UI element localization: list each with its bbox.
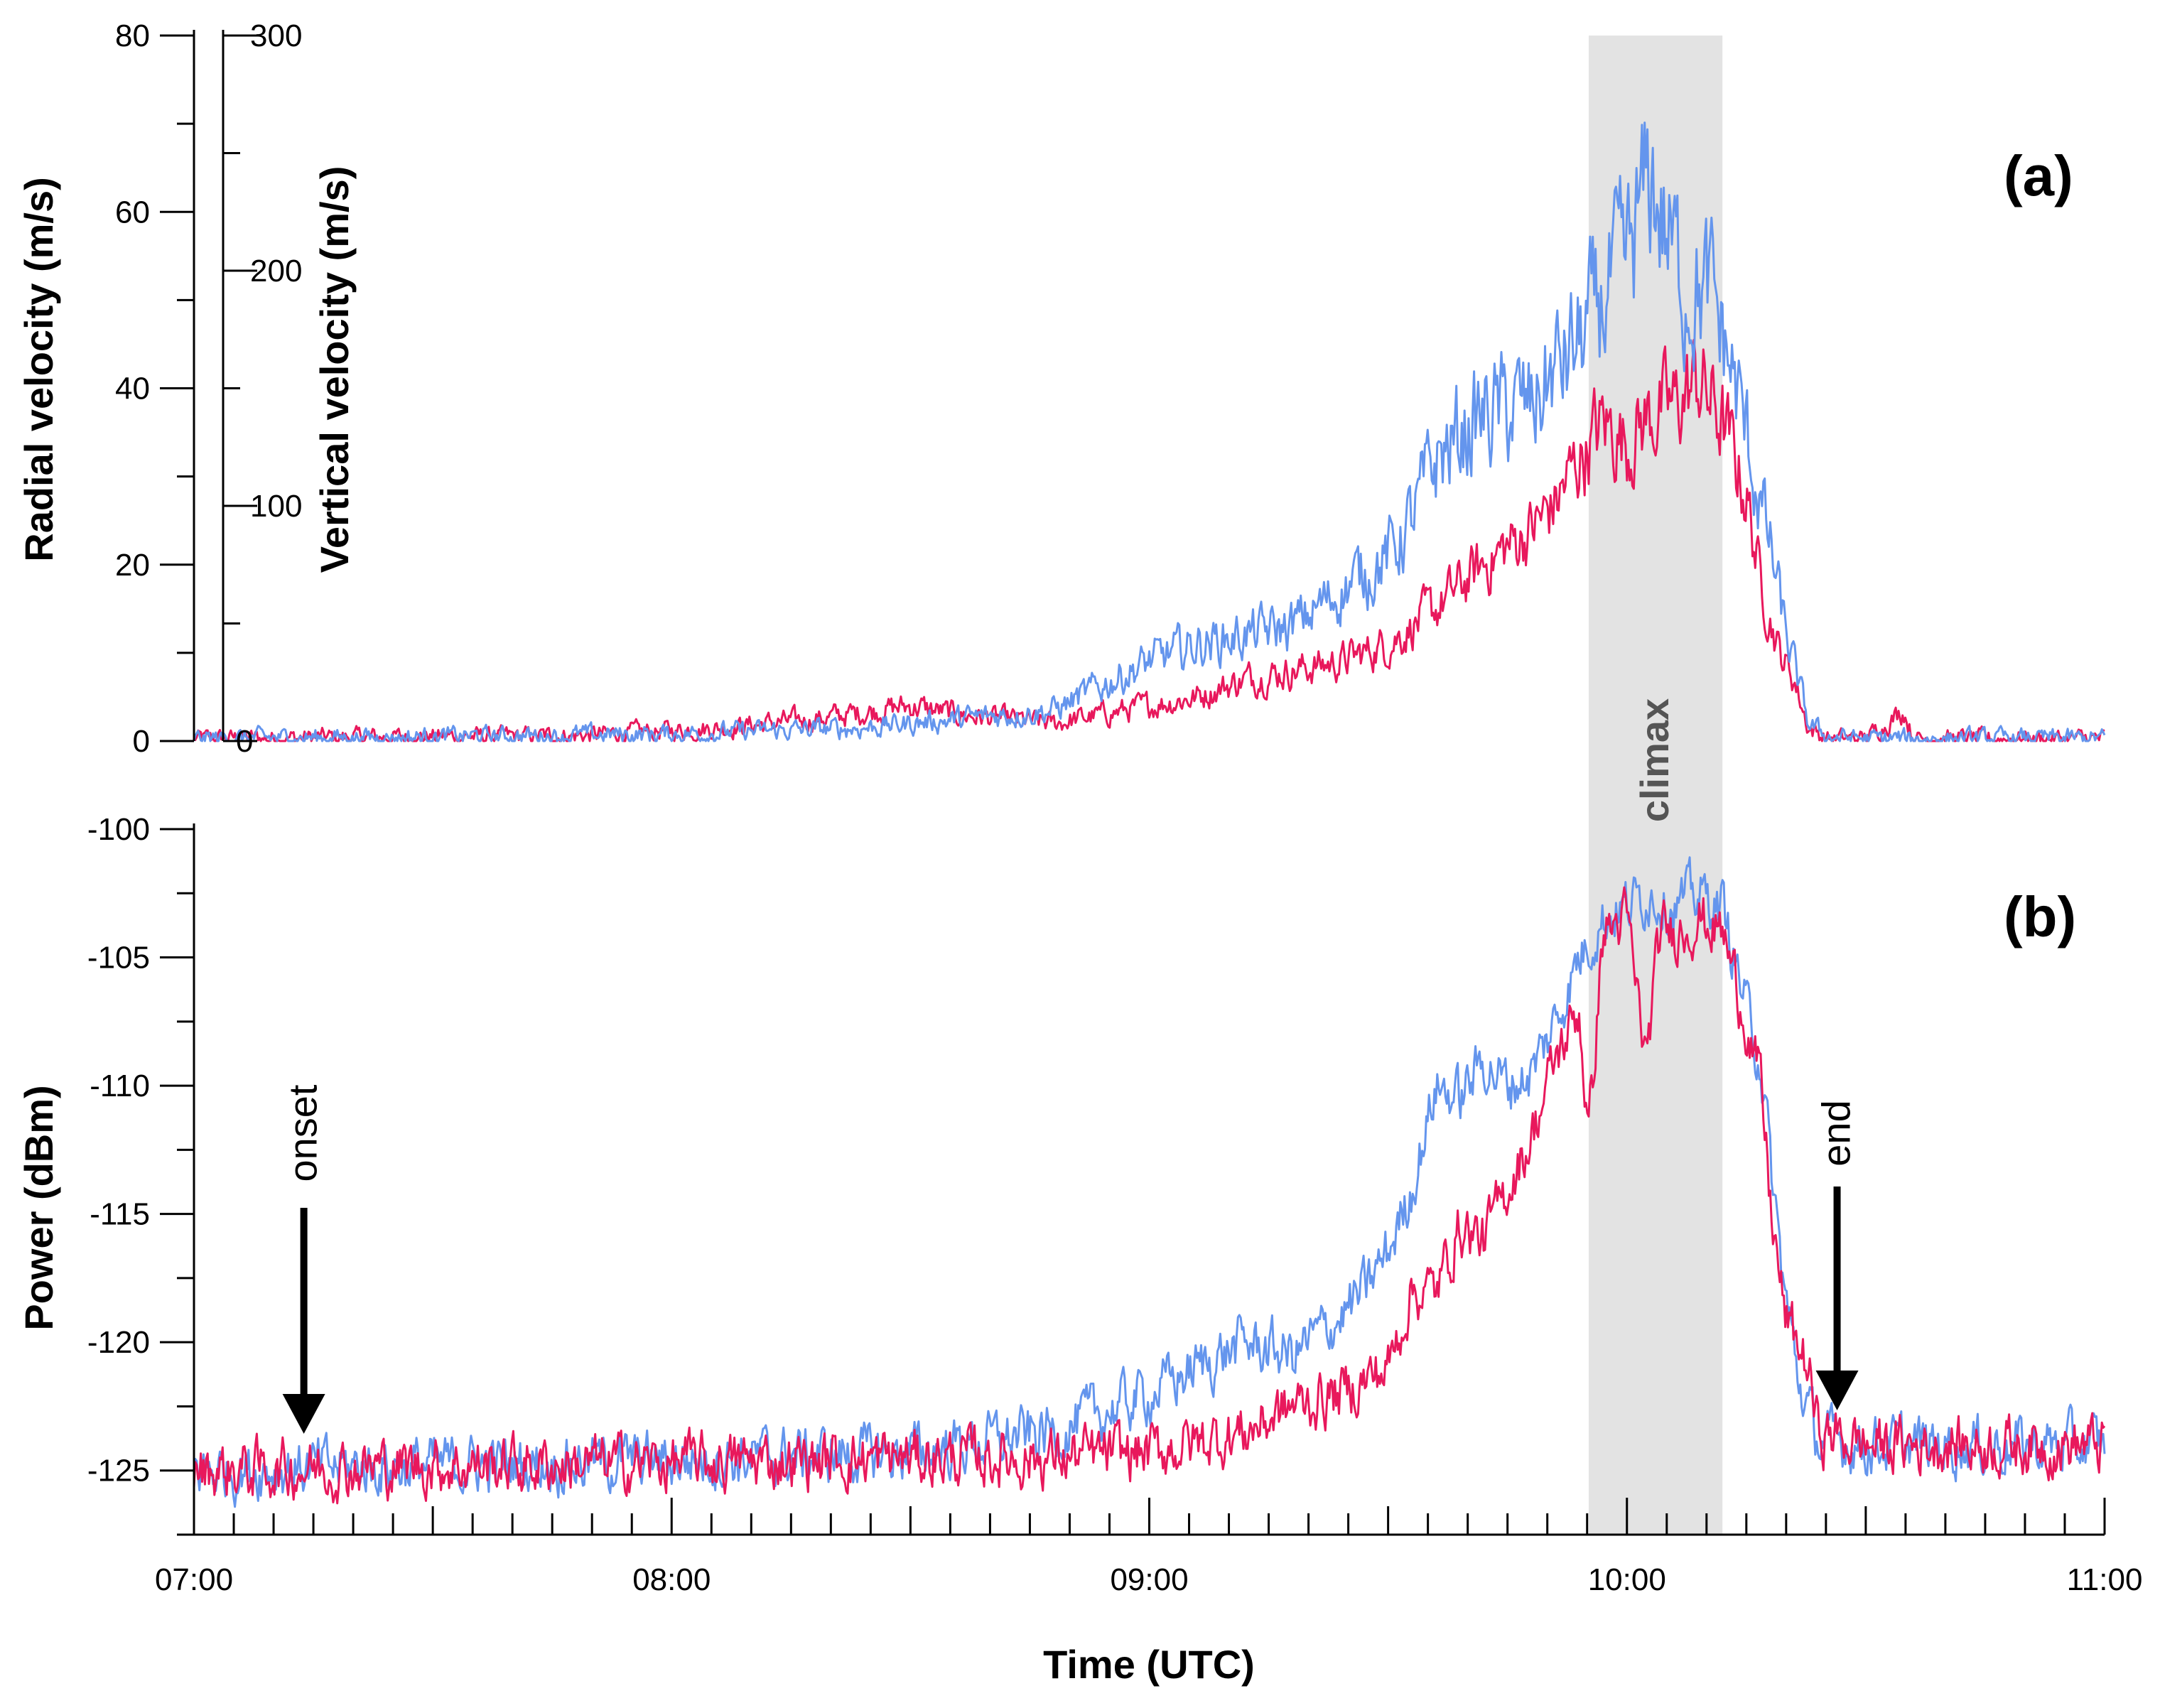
time-axis-title: Time (UTC) <box>1043 1642 1255 1687</box>
y-tick-label-radial: 40 <box>115 372 150 406</box>
y-tick-label-radial: 60 <box>115 195 150 229</box>
y-tick-label-power: -115 <box>90 1197 150 1232</box>
x-tick-label-time: 08:00 <box>632 1562 711 1597</box>
y-tick-label-power: -125 <box>87 1454 150 1488</box>
y-tick-label-power: -120 <box>87 1325 150 1360</box>
y-tick-label-vertical: 300 <box>250 18 302 53</box>
panel-label-a: (a) <box>2004 144 2073 207</box>
series-line-radial-red <box>193 339 2105 742</box>
y-tick-label-radial: 20 <box>115 548 150 583</box>
y-tick-label-radial: 80 <box>115 18 150 53</box>
y-tick-label-power: -100 <box>87 812 150 847</box>
series-layer <box>193 121 2106 1508</box>
radial-velocity-axis-title: Radial velocity (m/s) <box>16 177 61 562</box>
x-tick-label-time: 09:00 <box>1110 1562 1188 1597</box>
series-line-power-red <box>193 886 2106 1505</box>
x-tick-label-time: 07:00 <box>155 1562 233 1597</box>
y-tick-label-vertical: 100 <box>250 489 302 524</box>
series-line-power-blue <box>193 856 2106 1508</box>
panel-label-b: (b) <box>2004 885 2076 948</box>
end-arrow-icon <box>1815 1187 1859 1410</box>
arrow-head <box>282 1394 325 1434</box>
y-tick-label-power: -105 <box>87 941 150 975</box>
power-axis-title: Power (dBm) <box>16 1085 61 1330</box>
arrow-head <box>1815 1371 1859 1410</box>
end-label: end <box>1814 1100 1859 1166</box>
y-tick-label-vertical: 0 <box>236 724 253 759</box>
y-tick-label-radial: 0 <box>133 724 150 759</box>
series-line-radial-blue <box>193 121 2106 742</box>
x-tick-label-time: 10:00 <box>1588 1562 1666 1597</box>
onset-label: onset <box>281 1084 325 1182</box>
onset-arrow-icon <box>282 1208 325 1434</box>
x-tick-label-time: 11:00 <box>2067 1562 2143 1597</box>
y-tick-label-power: -110 <box>90 1069 150 1103</box>
vertical-velocity-axis-title: Vertical velocity (m/s) <box>312 166 357 573</box>
y-tick-label-vertical: 200 <box>250 254 302 288</box>
climax-label: climax <box>1632 698 1677 822</box>
axes-layer: 0 20 40 60 80 0 100 200 300 -125 -120 -115 -110 -105 -… <box>87 18 2143 1597</box>
